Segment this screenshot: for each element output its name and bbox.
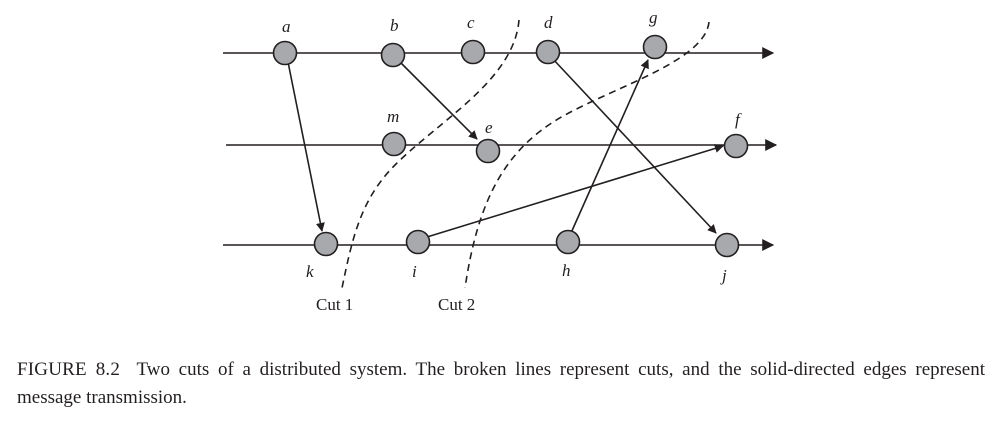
event-node-f — [723, 133, 749, 159]
event-node-a — [272, 40, 298, 66]
node-label-j: j — [720, 266, 727, 285]
event-node-h — [555, 229, 581, 255]
node-label-b: b — [390, 16, 399, 35]
event-node-k — [313, 231, 339, 257]
figure-caption-text: Two cuts of a distributed system. The br… — [17, 359, 985, 408]
node-label-d: d — [544, 13, 553, 32]
event-node-c — [460, 39, 486, 65]
cut-1-line — [341, 19, 520, 289]
message-a-to-k — [286, 56, 325, 232]
event-node-e — [475, 138, 501, 164]
message-d-to-j — [551, 57, 717, 234]
node-label-f: f — [735, 110, 742, 129]
message-h-to-g — [570, 59, 649, 234]
cut-2-label: Cut 2 — [438, 295, 475, 314]
message-b-to-e — [395, 57, 478, 140]
node-label-e: e — [485, 118, 493, 137]
event-node-g — [642, 34, 668, 60]
node-label-h: h — [562, 261, 571, 280]
node-label-c: c — [467, 13, 475, 32]
node-label-i: i — [412, 262, 417, 281]
node-label-a: a — [282, 17, 291, 36]
event-node-j — [714, 232, 740, 258]
event-node-i — [405, 229, 431, 255]
node-label-g: g — [649, 8, 658, 27]
event-node-b — [380, 42, 406, 68]
cut-1-label: Cut 1 — [316, 295, 353, 314]
figure-caption: FIGURE 8.2 Two cuts of a distributed sys… — [17, 356, 985, 412]
distributed-system-diagram: a b c d g m e f k i h j Cut 1 Cut 2 — [223, 8, 778, 314]
node-label-m: m — [387, 107, 399, 126]
event-node-d — [535, 39, 561, 65]
message-i-to-f — [426, 144, 724, 238]
cut-2-line — [464, 21, 710, 289]
node-label-k: k — [306, 262, 314, 281]
figure-number: FIGURE 8.2 — [17, 359, 121, 380]
event-node-m — [381, 131, 407, 157]
